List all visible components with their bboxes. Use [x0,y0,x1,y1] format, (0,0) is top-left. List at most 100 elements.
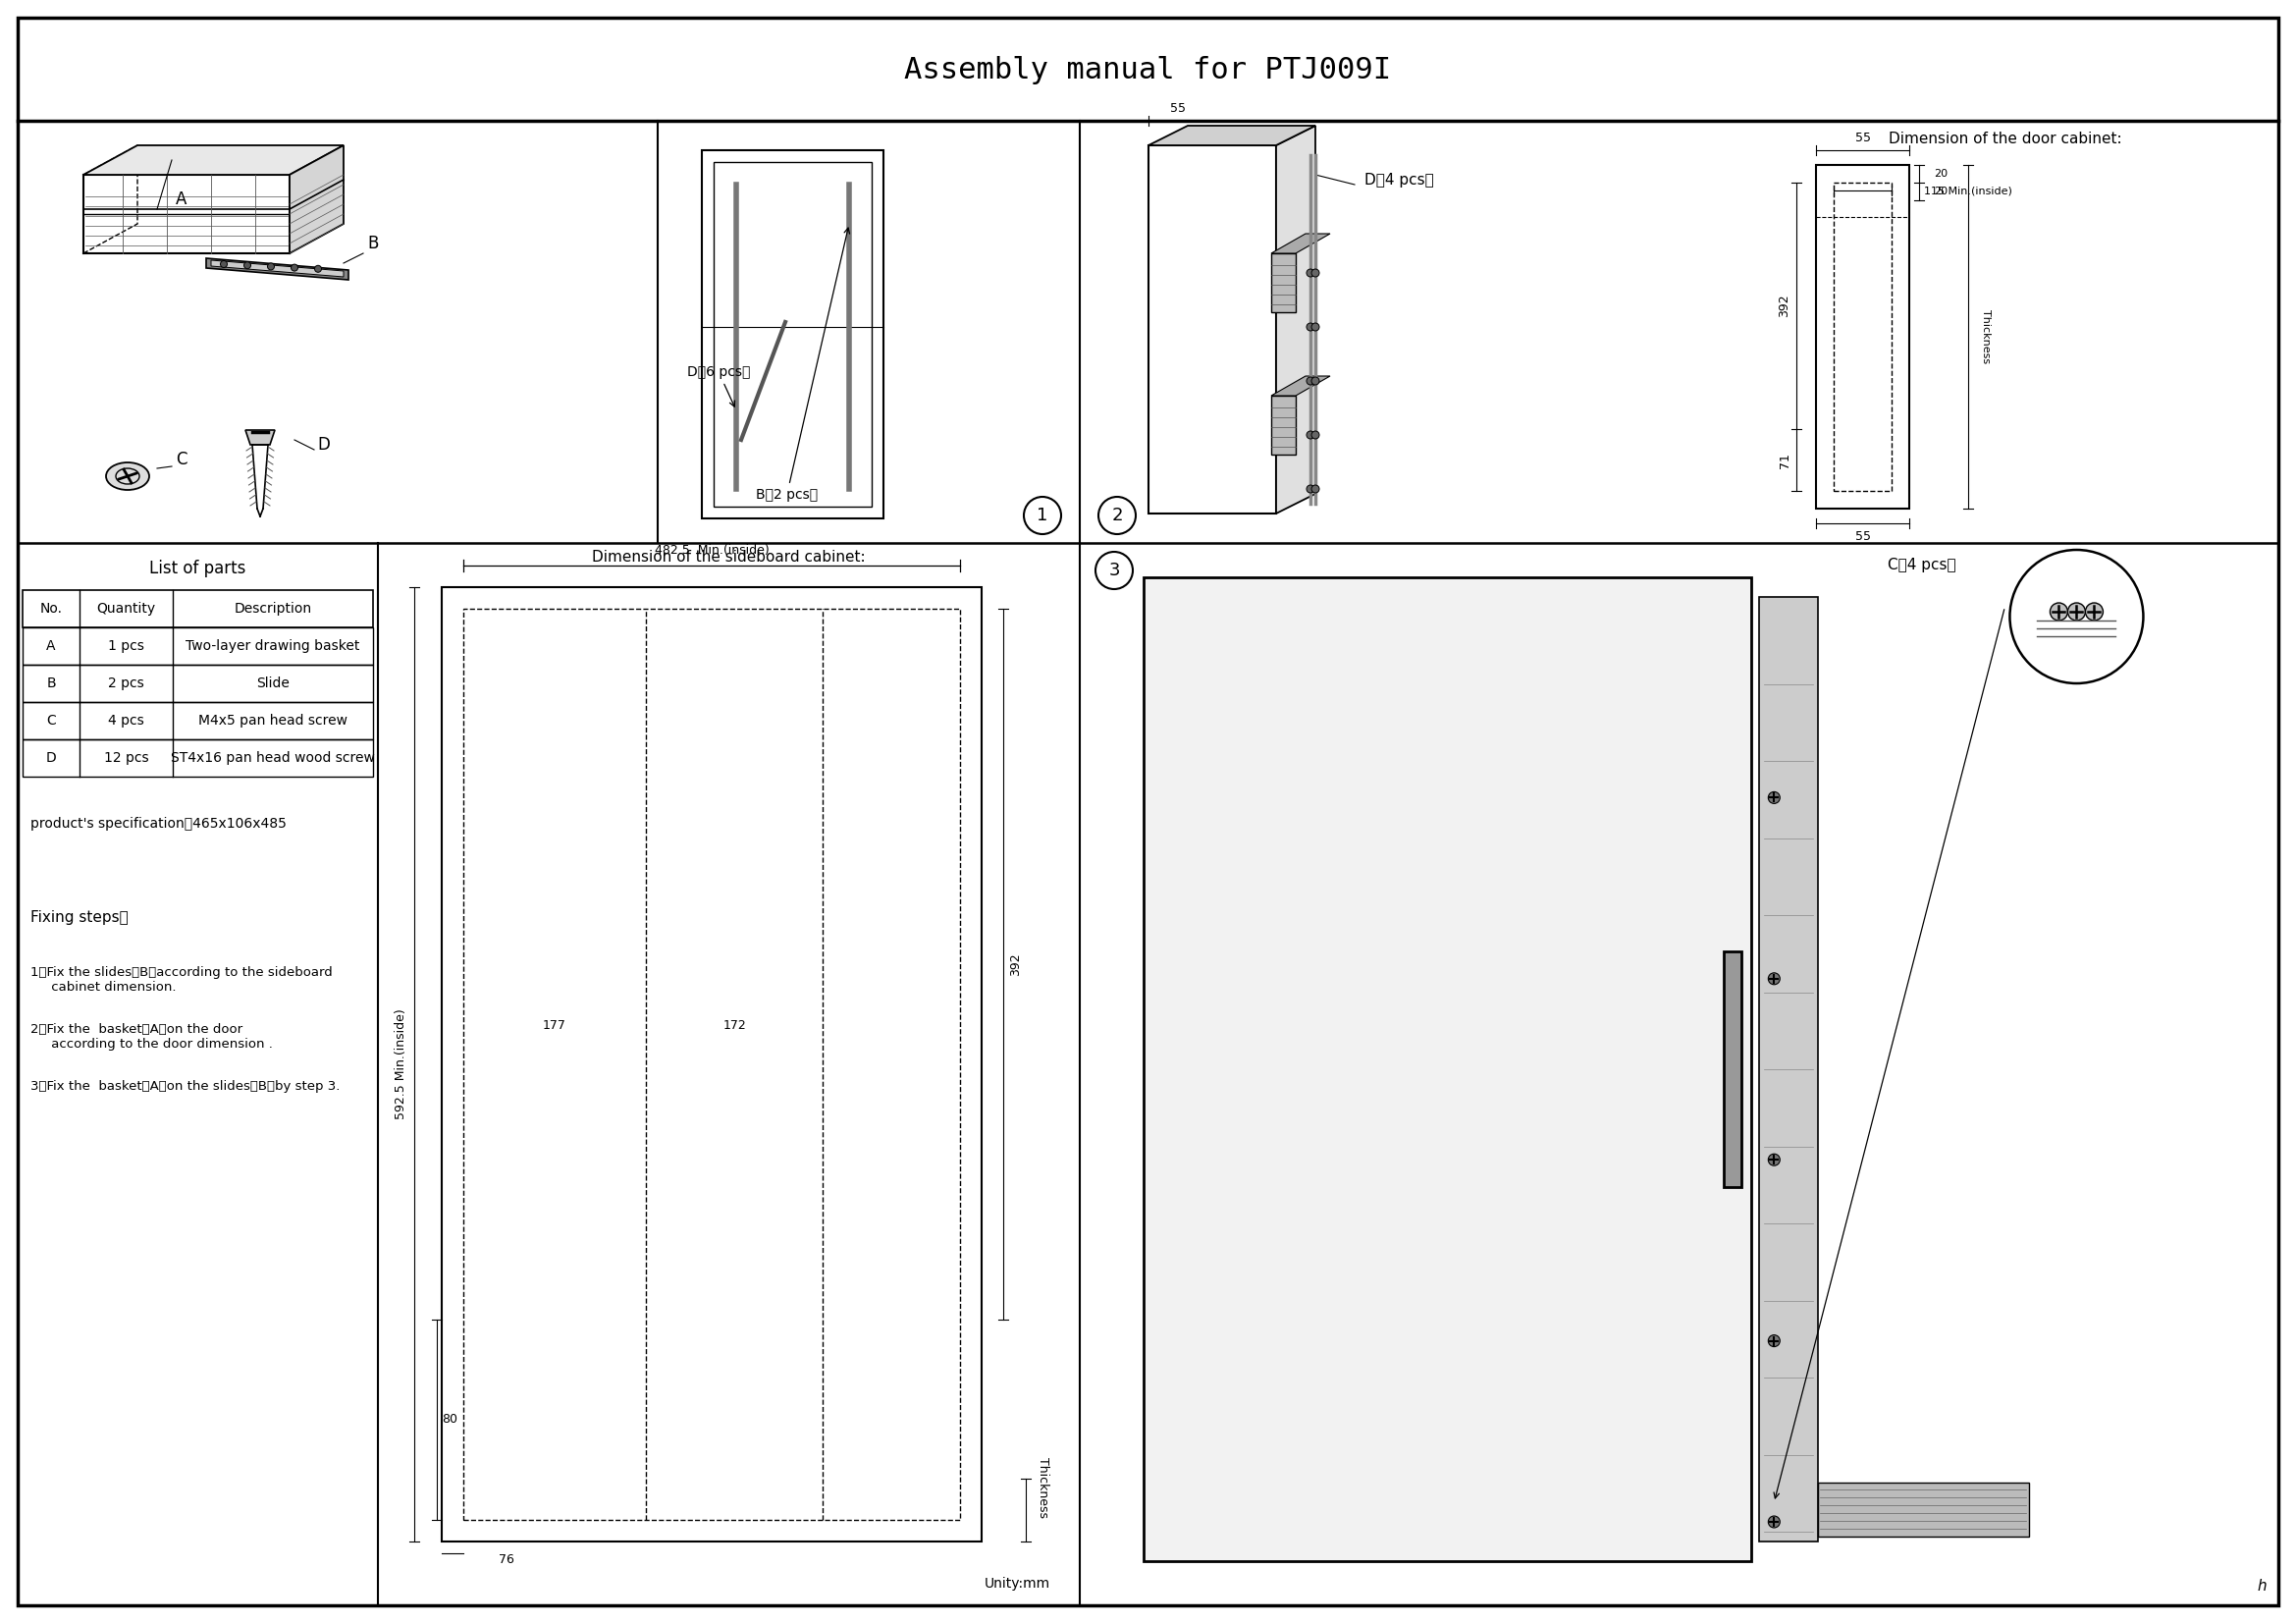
Text: 392: 392 [1010,953,1022,975]
Text: 3．Fix the  basket（A）on the slides（B）by step 3.: 3．Fix the basket（A）on the slides（B）by st… [30,1079,340,1092]
Text: B: B [46,677,55,690]
Bar [1724,951,1743,1188]
Text: 20: 20 [1933,169,1947,179]
Bar [703,151,884,518]
Circle shape [1306,269,1313,278]
Bar [1818,1482,2030,1537]
Text: 55: 55 [1855,131,1871,144]
Circle shape [1768,792,1779,803]
Text: List of parts: List of parts [149,560,246,578]
Text: 1．Fix the slides（B）according to the sideboard
     cabinet dimension.: 1．Fix the slides（B）according to the side… [30,966,333,993]
Circle shape [1768,972,1779,985]
Text: C（4 pcs）: C（4 pcs） [1887,557,1956,571]
Text: A: A [46,639,55,652]
Bar [1272,396,1295,454]
Bar [1143,578,1752,1561]
Circle shape [1768,1336,1779,1347]
Text: 2: 2 [1111,506,1123,524]
Text: 592.5 Min.(inside): 592.5 Min.(inside) [395,1010,406,1120]
Circle shape [1768,1154,1779,1165]
Circle shape [1306,377,1313,385]
Bar [1759,597,1818,1542]
Circle shape [292,265,298,271]
Circle shape [1306,323,1313,331]
Bar [23,628,372,665]
Text: B: B [367,235,379,252]
Text: Thickness: Thickness [1035,1457,1049,1518]
Circle shape [1311,485,1320,493]
Circle shape [1311,432,1320,438]
Bar [1148,146,1277,513]
Text: 177: 177 [542,1019,567,1032]
Text: Description: Description [234,602,312,615]
Circle shape [1311,269,1320,278]
Text: 3: 3 [1109,562,1120,579]
Text: 172: 172 [723,1019,746,1032]
Bar [23,740,372,777]
Text: product's specification：465x106x485: product's specification：465x106x485 [30,816,287,831]
Text: 4 pcs: 4 pcs [108,714,145,727]
Text: No.: No. [39,602,62,615]
Circle shape [2050,602,2069,620]
Bar [714,162,872,506]
Text: C: C [177,451,188,469]
Text: Dimension of the sideboard cabinet:: Dimension of the sideboard cabinet: [592,549,866,565]
Text: Two-layer drawing basket: Two-layer drawing basket [186,639,360,652]
Polygon shape [289,146,344,253]
Text: 76: 76 [498,1553,514,1566]
Text: D: D [317,437,331,453]
Bar [23,665,372,703]
Text: Fixing steps：: Fixing steps： [30,909,129,925]
Text: 71: 71 [1777,453,1791,467]
Circle shape [1306,432,1313,438]
Bar [464,609,960,1519]
Bar [1272,253,1295,312]
Circle shape [243,261,250,269]
Text: D（6 pcs）: D（6 pcs） [687,365,751,407]
Circle shape [2069,602,2085,620]
Polygon shape [211,260,344,278]
Polygon shape [83,146,344,175]
Bar [1835,183,1892,490]
Ellipse shape [106,463,149,490]
Bar [1816,166,1910,508]
Bar [441,588,983,1542]
Text: Assembly manual for PTJ009I: Assembly manual for PTJ009I [905,55,1391,84]
Text: C: C [46,714,55,727]
Circle shape [315,266,321,273]
Text: 80: 80 [441,1414,457,1427]
Circle shape [2085,602,2103,620]
Text: 20: 20 [1933,187,1947,196]
Circle shape [1306,485,1313,493]
Bar [23,591,372,628]
Text: Thickness: Thickness [1981,310,1991,364]
Text: D: D [46,751,57,764]
Text: Quantity: Quantity [96,602,156,615]
Text: 1 pcs: 1 pcs [108,639,145,652]
Text: B（2 pcs）: B（2 pcs） [755,227,850,502]
Text: 392: 392 [1777,294,1791,318]
Circle shape [1768,1516,1779,1527]
Text: 2 pcs: 2 pcs [108,677,145,690]
Text: Slide: Slide [257,677,289,690]
Circle shape [269,263,273,269]
Text: 12 pcs: 12 pcs [103,751,149,764]
Text: 55: 55 [1855,529,1871,542]
Text: 2．Fix the  basket（A）on the door
     according to the door dimension .: 2．Fix the basket（A）on the door according… [30,1022,273,1050]
Text: 55: 55 [1171,102,1185,114]
Text: Dimension of the door cabinet:: Dimension of the door cabinet: [1890,131,2122,146]
Polygon shape [207,258,349,279]
Text: 1: 1 [1038,506,1047,524]
Bar [23,703,372,740]
Circle shape [1311,377,1320,385]
Text: D（4 pcs）: D（4 pcs） [1364,172,1435,187]
Text: 482.5  Min.(inside): 482.5 Min.(inside) [654,544,769,557]
Circle shape [1311,323,1320,331]
Polygon shape [246,430,276,445]
Text: h: h [2257,1579,2266,1594]
Polygon shape [1272,234,1329,253]
Polygon shape [1272,377,1329,396]
Text: ST4x16 pan head wood screw: ST4x16 pan head wood screw [170,751,374,764]
Text: Unity:mm: Unity:mm [985,1578,1049,1591]
Circle shape [2009,550,2142,683]
